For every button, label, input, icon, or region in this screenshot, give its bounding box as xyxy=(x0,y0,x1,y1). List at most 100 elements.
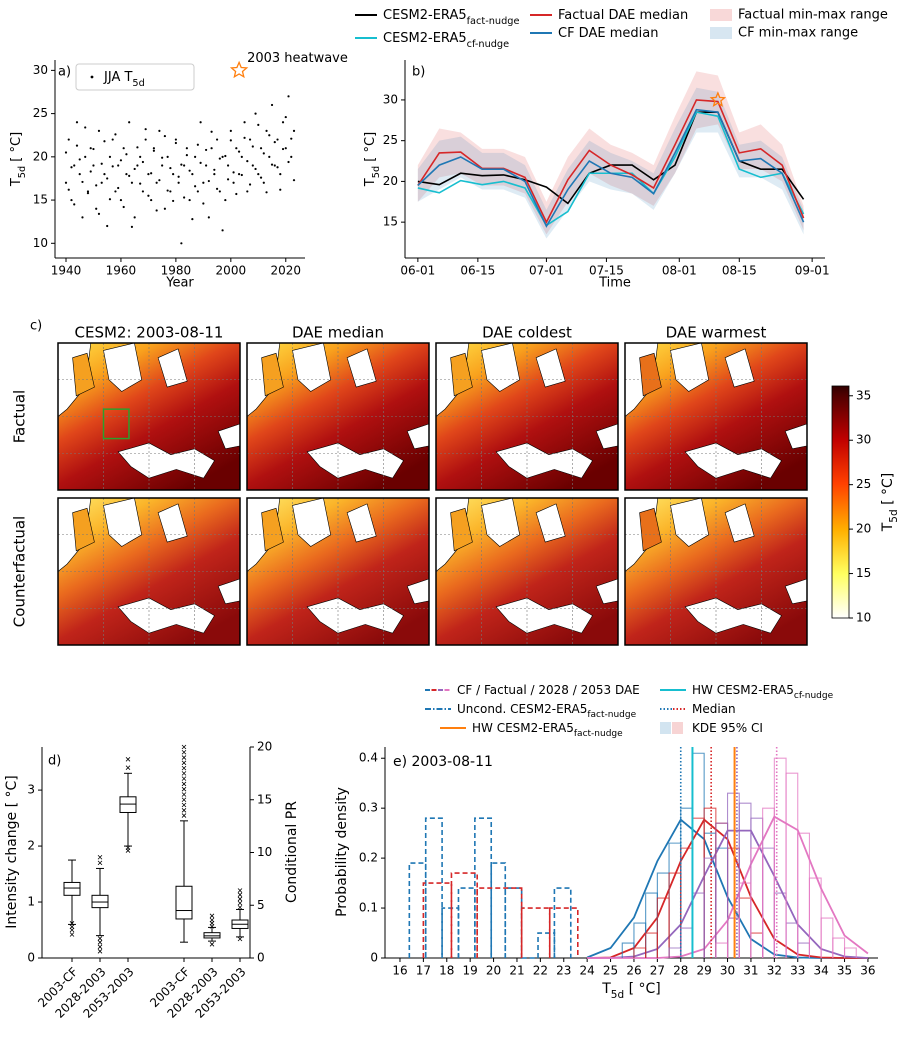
x-tick-label: 28 xyxy=(673,964,688,978)
x-tick-label: 08-01 xyxy=(662,264,697,278)
legend-label: JJA T5d xyxy=(103,70,145,89)
box-flier xyxy=(181,776,187,781)
histogram-bin xyxy=(645,932,658,958)
scatter-point xyxy=(111,138,114,141)
scatter-point xyxy=(158,179,161,182)
histogram-bin xyxy=(504,887,523,958)
scatter-point xyxy=(237,173,241,176)
x-axis-label: Time xyxy=(598,276,631,291)
scatter-point xyxy=(243,121,246,124)
colorbar-label: T5d [ °C] xyxy=(880,473,900,533)
scatter-point xyxy=(128,121,131,124)
map-sea xyxy=(535,503,566,543)
panel-label: a) xyxy=(58,65,71,80)
scatter-point xyxy=(254,112,257,115)
scatter-point xyxy=(64,181,68,184)
map-sea xyxy=(684,442,782,479)
scatter-point xyxy=(224,198,227,202)
y-tick-label: 2 xyxy=(27,839,35,853)
box-flier xyxy=(181,792,187,797)
scatter-point xyxy=(169,166,172,170)
y-tick-label: 25 xyxy=(383,133,398,147)
scatter-point xyxy=(270,163,274,166)
legend-patch xyxy=(710,27,732,39)
map-sea xyxy=(535,348,566,388)
scatter-point xyxy=(207,179,210,183)
box-flier xyxy=(209,917,215,923)
scatter-point xyxy=(73,164,76,167)
map-sea xyxy=(481,497,521,547)
map-frame xyxy=(624,342,808,491)
x-tick-label: 2020 xyxy=(270,264,301,278)
box-flier xyxy=(69,921,75,926)
box-flier xyxy=(97,936,103,941)
scatter-point xyxy=(161,164,164,167)
scatter-point xyxy=(180,242,183,245)
x-tick-label: 17 xyxy=(416,964,431,978)
scatter-point xyxy=(103,140,106,143)
histogram-bin xyxy=(553,887,572,958)
scatter-point xyxy=(133,167,136,171)
scatter-point xyxy=(213,168,216,171)
map-column-title: CESM2: 2003-08-11 xyxy=(75,324,224,342)
histogram-bin xyxy=(797,832,810,958)
map-column-title: DAE coldest xyxy=(482,324,572,342)
box-flier xyxy=(237,900,243,906)
y-tick-label: 5 xyxy=(257,898,265,912)
x-axis-label-part: 5d xyxy=(611,989,624,1001)
x-tick-label: 36 xyxy=(860,964,875,978)
scatter-point xyxy=(191,217,194,221)
histogram-bin xyxy=(520,907,551,958)
legend-label-part: fact-nudge xyxy=(467,16,520,27)
scatter-point xyxy=(262,152,265,155)
scatter-point xyxy=(97,129,101,132)
scatter-point xyxy=(276,166,279,169)
scatter-point xyxy=(183,164,186,167)
scatter-point xyxy=(169,190,172,193)
scatter-point xyxy=(172,173,175,176)
scatter-point xyxy=(204,148,208,152)
scatter-point xyxy=(281,147,285,151)
panel-label: d) xyxy=(48,754,61,769)
scatter-point xyxy=(100,162,103,165)
y-axis-label: Intensity change [ °C] xyxy=(4,775,20,929)
scatter-point xyxy=(130,225,134,228)
box-flier xyxy=(97,949,103,954)
histogram-bin xyxy=(843,947,857,958)
histogram-bin xyxy=(750,847,764,958)
x-tick-label: 33 xyxy=(790,964,805,978)
y-axis-label-part: T xyxy=(363,178,378,187)
x-tick-label: 24 xyxy=(580,964,595,978)
y-axis-label: Probability density xyxy=(334,787,350,917)
map-sea xyxy=(103,497,143,547)
scatter-point xyxy=(117,186,120,190)
scatter-point xyxy=(279,188,282,191)
scatter-point xyxy=(199,121,202,124)
histogram-bin xyxy=(476,887,523,958)
histogram-bin xyxy=(668,842,682,958)
y-axis-label-part: 5d xyxy=(17,166,28,178)
scatter-point xyxy=(130,181,134,184)
scatter-point xyxy=(221,155,224,158)
y-tick-label: 30 xyxy=(33,63,48,77)
box-flier xyxy=(181,755,187,760)
scatter-point xyxy=(188,169,191,172)
box xyxy=(203,932,221,939)
map-sea xyxy=(670,342,710,392)
scatter-point xyxy=(273,164,276,167)
annotation: 2003 heatwave xyxy=(247,51,348,66)
scatter-point xyxy=(270,103,274,107)
scatter-point xyxy=(259,176,263,179)
scatter-point xyxy=(106,177,109,180)
scatter-point xyxy=(133,216,136,219)
scatter-point xyxy=(119,159,123,162)
map-frame xyxy=(435,497,619,646)
x-tick-label: 19 xyxy=(463,964,478,978)
x-tick-label: 21 xyxy=(509,964,524,978)
x-tick-label: 30 xyxy=(720,964,735,978)
scatter-point xyxy=(136,146,139,149)
y-tick-label: 15 xyxy=(383,215,398,229)
legend-label-part: cf-nudge xyxy=(794,691,834,701)
scatter-point xyxy=(144,138,147,141)
box-flier xyxy=(181,749,187,755)
